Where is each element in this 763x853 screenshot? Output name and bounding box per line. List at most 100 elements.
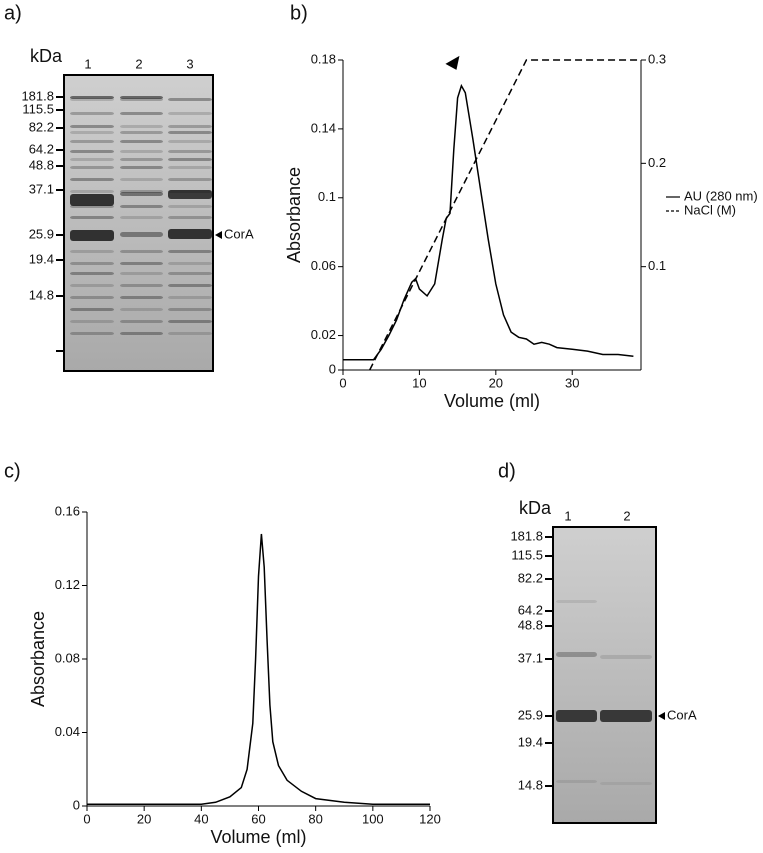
gel-band <box>168 190 212 199</box>
gel-band <box>120 166 163 169</box>
gel-band <box>120 320 163 323</box>
gel-band <box>120 112 163 115</box>
y-axis-label: Absorbance <box>284 167 304 263</box>
y-tick-label: 0.14 <box>311 120 336 135</box>
gel-unit: kDa <box>30 46 63 66</box>
gel-band <box>168 205 212 208</box>
gel-band <box>168 166 212 169</box>
lane-label: 3 <box>186 56 193 71</box>
gel-band <box>556 710 597 722</box>
gel-band <box>168 112 212 115</box>
y-tick-label: 0.04 <box>55 724 80 739</box>
gel-band <box>70 150 114 153</box>
gel-band <box>556 780 597 783</box>
annotation-arrow <box>215 231 222 239</box>
gel-band <box>70 166 114 169</box>
gel-unit: kDa <box>519 498 552 518</box>
marker-label: 37.1 <box>518 650 543 665</box>
y-tick-label: 0.18 <box>311 51 336 66</box>
panel-label: a) <box>4 2 22 24</box>
gel-band <box>168 320 212 323</box>
gel-band <box>120 308 163 311</box>
gel-band <box>120 205 163 208</box>
gel-band <box>70 190 114 193</box>
legend-label: AU (280 nm) <box>684 188 758 203</box>
marker-label: 19.4 <box>518 734 543 749</box>
y-tick-label: 0.02 <box>311 327 336 342</box>
x-tick-label: 120 <box>419 811 441 826</box>
marker-label: 48.8 <box>29 157 54 172</box>
gel-image <box>63 74 214 372</box>
x-tick-label: 10 <box>412 375 426 390</box>
marker-label: 181.8 <box>21 88 54 103</box>
gel-band <box>70 194 114 206</box>
x-tick-label: 60 <box>251 811 265 826</box>
marker-label: 14.8 <box>29 287 54 302</box>
marker-label: 48.8 <box>518 617 543 632</box>
x-tick-label: 0 <box>83 811 90 826</box>
annotation-arrow <box>658 712 665 720</box>
y-tick-label: 0.16 <box>55 503 80 518</box>
gel-band <box>168 125 212 128</box>
x-tick-label: 20 <box>489 375 503 390</box>
gel-band <box>70 262 114 265</box>
gel-band <box>556 652 597 657</box>
x-tick-label: 40 <box>194 811 208 826</box>
panel-label: d) <box>498 460 516 482</box>
gel-band <box>168 250 212 253</box>
y-tick-label: 0 <box>329 361 336 376</box>
y-tick-label: 0.12 <box>55 577 80 592</box>
data-line <box>343 83 634 361</box>
gel-band <box>70 112 114 115</box>
y2-tick-label: 0.3 <box>648 51 666 66</box>
gel-band <box>70 284 114 287</box>
gel-band <box>168 178 212 181</box>
x-axis-label: Volume (ml) <box>210 827 306 847</box>
gel-band <box>168 332 212 335</box>
legend-label: NaCl (M) <box>684 202 736 217</box>
gel-band <box>120 262 163 265</box>
gel-band <box>168 140 212 143</box>
gel-band <box>120 131 163 134</box>
marker-label: 37.1 <box>29 181 54 196</box>
gel-band <box>168 98 212 101</box>
data-line <box>87 533 430 805</box>
gel-band <box>70 158 114 161</box>
x-tick-label: 0 <box>339 375 346 390</box>
peak-arrow <box>445 55 460 70</box>
marker-label: 14.8 <box>518 777 543 792</box>
marker-label: 19.4 <box>29 251 54 266</box>
annotation: CorA <box>667 707 697 722</box>
gel-band <box>600 782 652 785</box>
marker-label: 181.8 <box>510 528 543 543</box>
gel-band <box>120 332 163 335</box>
marker-label: 82.2 <box>518 570 543 585</box>
gel-band <box>70 250 114 253</box>
y-tick-label: 0.06 <box>311 258 336 273</box>
gel-band <box>168 158 212 161</box>
marker-label: 115.5 <box>511 547 543 562</box>
lane-label: 1 <box>84 56 91 71</box>
gel-band <box>168 272 212 275</box>
gel-band <box>70 230 114 241</box>
x-axis-label: Volume (ml) <box>444 391 540 411</box>
gel-band <box>70 332 114 335</box>
gel-band <box>70 96 114 99</box>
gel-band <box>120 140 163 143</box>
gel-band <box>120 272 163 275</box>
gel-band <box>70 320 114 323</box>
gel-band <box>70 296 114 299</box>
gel-image <box>552 526 657 824</box>
y-tick-label: 0.1 <box>318 189 336 204</box>
gel-band <box>168 296 212 299</box>
gel-band <box>70 125 114 128</box>
x-tick-label: 100 <box>362 811 384 826</box>
gel-band <box>168 229 212 239</box>
y-tick-label: 0 <box>73 797 80 812</box>
data-line <box>369 59 641 371</box>
gel-band <box>168 284 212 287</box>
gel-band <box>168 308 212 311</box>
y-axis-label: Absorbance <box>28 611 48 707</box>
gel-band <box>70 272 114 275</box>
